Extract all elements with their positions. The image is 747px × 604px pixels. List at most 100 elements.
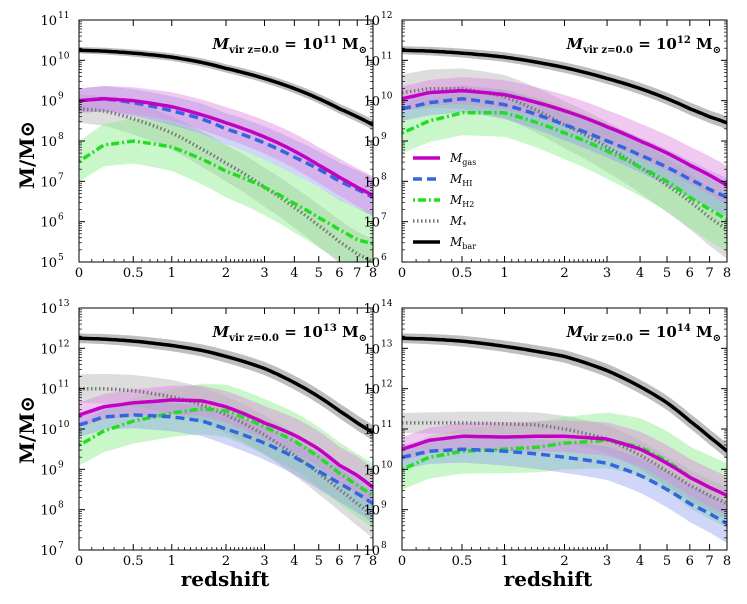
x-tick-label: 0.5: [123, 554, 144, 569]
x-tick-label: 0.5: [452, 266, 473, 281]
x-tick-label: 4: [290, 266, 298, 281]
x-tick-label: 5: [663, 554, 671, 569]
x-tick-label: 6: [335, 266, 343, 281]
y-tick-exponent: 12: [381, 380, 392, 390]
y-tick-exponent: 7: [58, 541, 64, 551]
legend-label-bar: Mbar: [449, 235, 476, 251]
y-tick-exponent: 7: [58, 172, 64, 182]
x-tick-label: 8: [369, 266, 377, 281]
y-tick-label: 10: [40, 95, 57, 110]
y-tick-exponent: 7: [381, 213, 387, 223]
y-tick-label: 10: [363, 544, 380, 559]
plot-area: [402, 46, 727, 259]
y-tick-label: 10: [363, 175, 380, 190]
legend-label-h2: MH2: [449, 193, 474, 209]
y-axis-label-top: M/M⊙: [15, 121, 39, 189]
series-line-hi: [402, 97, 727, 200]
plot-area: [79, 47, 373, 262]
x-tick-label: 2: [222, 554, 230, 569]
x-tick-label: 8: [369, 554, 377, 569]
y-tick-exponent: 8: [58, 501, 64, 511]
y-tick-exponent: 14: [381, 299, 393, 309]
x-axis-label-left: redshift: [181, 567, 270, 591]
y-tick-exponent: 11: [58, 380, 69, 390]
band-h2: [402, 412, 727, 528]
series-line-gas: [402, 88, 727, 187]
x-tick-label: 5: [315, 266, 323, 281]
x-tick-label: 0.5: [452, 554, 473, 569]
y-tick-label: 10: [363, 135, 380, 150]
x-tick-label: 0: [398, 554, 406, 569]
legend-label-star: M*: [449, 214, 466, 230]
y-tick-label: 10: [40, 342, 57, 357]
band-bar: [402, 46, 727, 130]
y-tick-exponent: 8: [381, 541, 387, 551]
x-tick-label: 2: [560, 266, 568, 281]
x-tick-label: 7: [353, 266, 361, 281]
y-tick-label: 10: [40, 302, 57, 317]
y-tick-exponent: 5: [58, 253, 64, 263]
y-tick-exponent: 8: [58, 132, 64, 142]
band-gas: [402, 420, 727, 515]
series-line-hi: [79, 413, 373, 506]
y-tick-label: 10: [40, 54, 57, 69]
y-tick-exponent: 9: [58, 460, 64, 470]
y-tick-label: 10: [363, 463, 380, 478]
series-line-h2: [79, 139, 373, 246]
y-tick-label: 10: [40, 504, 57, 519]
y-axis-label-bottom: M/M⊙: [15, 396, 39, 464]
y-tick-label: 10: [40, 216, 57, 231]
x-tick-label: 1: [500, 266, 508, 281]
panel-title: Mvir z=0.0 = 1011 M⊙: [212, 35, 367, 56]
series-line-star: [402, 86, 727, 232]
y-tick-label: 10: [40, 423, 57, 438]
y-tick-exponent: 9: [381, 501, 387, 511]
x-tick-label: 1: [168, 266, 176, 281]
x-tick-label: 4: [290, 554, 298, 569]
y-tick-exponent: 10: [58, 420, 70, 430]
y-tick-exponent: 9: [381, 132, 387, 142]
x-tick-label: 2: [222, 266, 230, 281]
x-tick-label: 0.5: [123, 266, 144, 281]
series-line-bar: [402, 48, 727, 125]
x-tick-label: 7: [353, 554, 361, 569]
legend-label-hi: MHI: [449, 172, 472, 188]
panel-title: Mvir z=0.0 = 1013 M⊙: [212, 323, 367, 344]
y-tick-exponent: 6: [381, 253, 387, 263]
y-tick-exponent: 13: [58, 299, 70, 309]
band-hi: [79, 86, 373, 217]
x-tick-label: 0: [75, 554, 83, 569]
x-tick-label: 4: [636, 266, 644, 281]
legend-label-gas: Mgas: [449, 151, 476, 167]
y-tick-exponent: 9: [58, 92, 64, 102]
y-tick-label: 10: [363, 342, 380, 357]
x-tick-label: 4: [636, 554, 644, 569]
y-tick-exponent: 11: [58, 11, 69, 21]
y-tick-label: 10: [40, 175, 57, 190]
y-tick-label: 10: [40, 544, 57, 559]
y-tick-label: 10: [363, 302, 380, 317]
x-tick-label: 0: [398, 266, 406, 281]
panel-title: Mvir z=0.0 = 1014 M⊙: [566, 323, 721, 344]
series-line-bar: [79, 336, 373, 435]
band-hi: [402, 435, 727, 544]
y-tick-exponent: 10: [381, 92, 393, 102]
x-tick-label: 1: [500, 554, 508, 569]
band-h2: [79, 118, 373, 262]
x-tick-label: 0: [75, 266, 83, 281]
y-tick-exponent: 10: [58, 51, 70, 61]
y-tick-exponent: 10: [381, 460, 393, 470]
series-line-gas: [402, 434, 727, 498]
y-tick-exponent: 8: [381, 172, 387, 182]
y-tick-label: 10: [40, 135, 57, 150]
y-tick-exponent: 6: [58, 213, 64, 223]
x-tick-label: 8: [723, 554, 731, 569]
y-tick-label: 10: [363, 256, 380, 271]
y-tick-label: 10: [363, 423, 380, 438]
